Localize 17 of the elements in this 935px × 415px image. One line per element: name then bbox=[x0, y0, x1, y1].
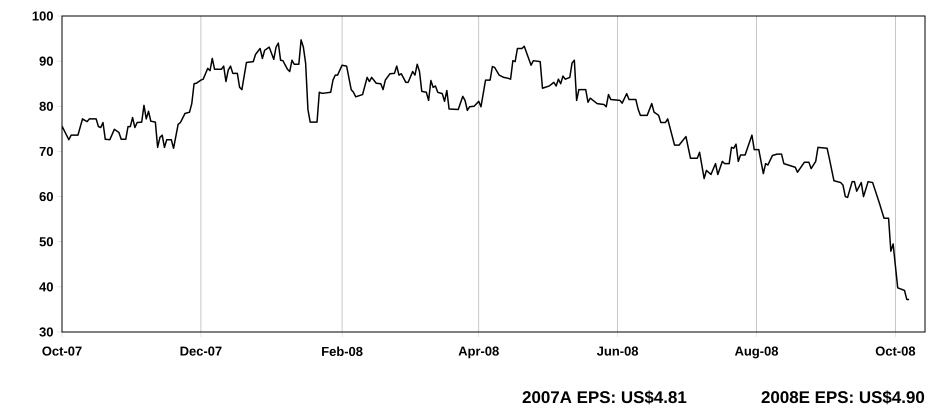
text: 2008E EPS: US$4.90 bbox=[762, 390, 924, 404]
x-tick-label: Oct-08 bbox=[876, 346, 916, 356]
y-tick-label: 40 bbox=[39, 282, 53, 292]
y-tick-label: 80 bbox=[39, 102, 53, 111]
x-tick-label: Oct-07 bbox=[42, 346, 82, 356]
x-tick-label: Feb-08 bbox=[322, 346, 363, 356]
y-tick-label: 30 bbox=[39, 327, 53, 337]
text: 2007A EPS: US$4.81 bbox=[522, 390, 686, 404]
x-tick-label: Aug-08 bbox=[734, 346, 778, 358]
y-tick-label: 100 bbox=[32, 11, 53, 21]
x-tick-label: Jun-08 bbox=[596, 346, 638, 356]
x-tick-label: Dec-07 bbox=[180, 346, 222, 356]
x-tick-label: Apr-08 bbox=[458, 346, 499, 358]
y-tick-label: 50 bbox=[39, 237, 53, 246]
y-tick-label: 70 bbox=[40, 146, 53, 156]
y-tick-label: 60 bbox=[40, 192, 53, 202]
y-tick-label: 90 bbox=[40, 56, 53, 66]
